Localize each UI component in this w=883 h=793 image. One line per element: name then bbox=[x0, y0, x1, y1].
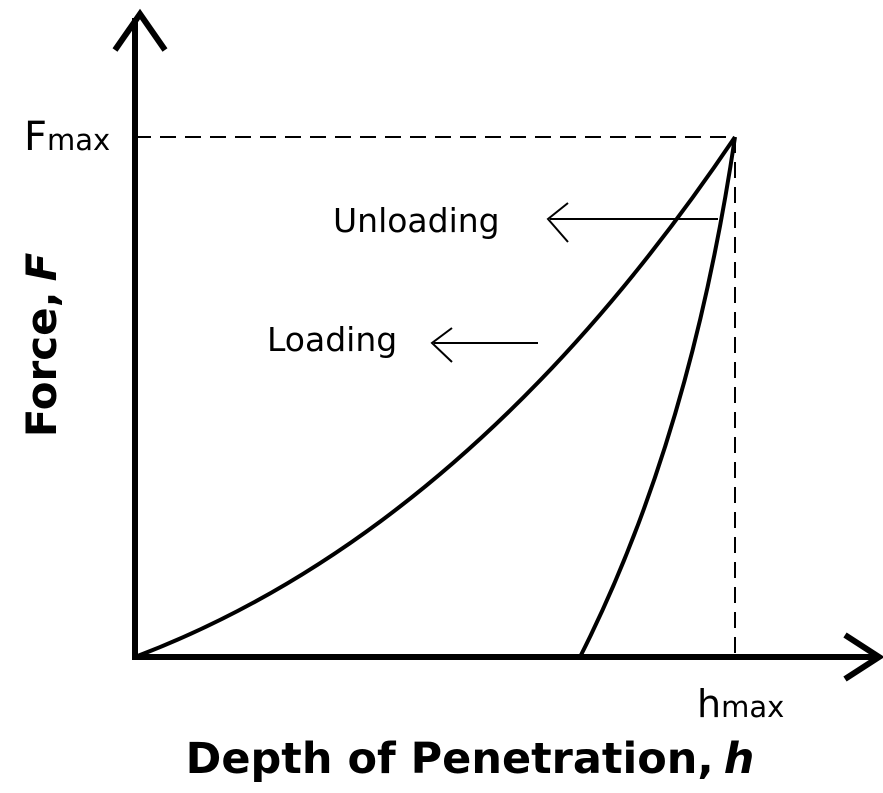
h-max-symbol: h bbox=[697, 682, 721, 726]
x-axis-title-text: Depth of Penetration, bbox=[186, 734, 714, 784]
f-max-subscript: max bbox=[47, 123, 110, 157]
h-max-label: hmax bbox=[697, 682, 784, 726]
loading-pointer-head bbox=[430, 327, 453, 363]
x-axis-arrow bbox=[843, 632, 883, 682]
loading-curve bbox=[134, 135, 737, 659]
unloading-pointer-head bbox=[546, 202, 569, 243]
unloading-curve bbox=[578, 136, 737, 658]
y-axis-title: Force, F bbox=[17, 252, 66, 437]
h-max-subscript: max bbox=[721, 690, 784, 724]
y-axis-arrow bbox=[112, 8, 168, 52]
y-axis-title-var: F bbox=[17, 252, 66, 281]
x-axis-title-var: h bbox=[724, 734, 755, 784]
x-axis-title: Depth of Penetration, h bbox=[186, 734, 755, 784]
unloading-label: Unloading bbox=[333, 201, 500, 240]
f-max-label: Fmax bbox=[24, 114, 110, 160]
loading-label: Loading bbox=[267, 320, 397, 359]
f-max-symbol: F bbox=[24, 114, 47, 160]
y-axis-title-text: Force, bbox=[17, 291, 66, 437]
